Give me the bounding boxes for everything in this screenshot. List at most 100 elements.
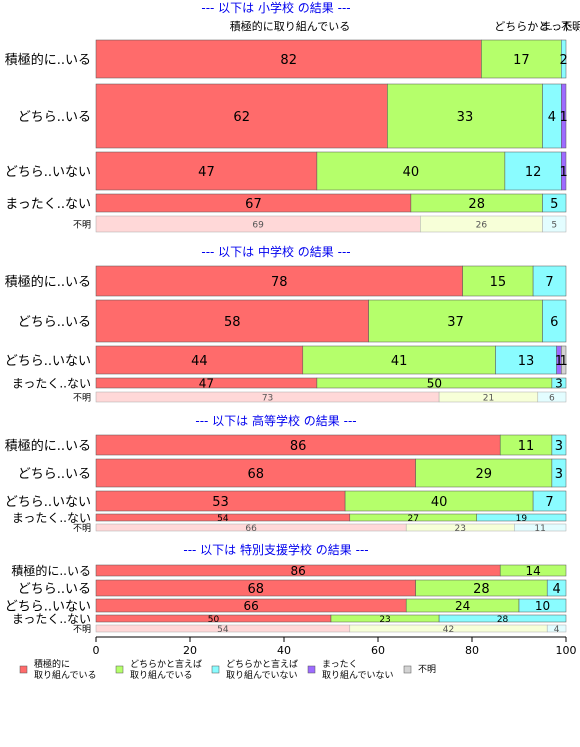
x-tick-label: 80: [465, 644, 479, 657]
row-label: 積極的に..いる: [5, 52, 91, 68]
data-label: 82: [280, 53, 297, 68]
row-label: 積極的に..いる: [5, 438, 91, 454]
x-tick-label: 60: [371, 644, 385, 657]
legend-swatch: [403, 665, 412, 674]
row-label: どちら..いない: [5, 495, 91, 510]
data-label: 3: [555, 467, 563, 482]
bar-row: どちら..いる 58 37 6: [18, 299, 567, 343]
data-label: 50: [427, 377, 442, 391]
bar-segment: [415, 458, 553, 488]
data-label: 2: [560, 53, 568, 68]
data-label: 23: [379, 615, 390, 625]
data-label: 1: [560, 165, 568, 180]
row-label: まったく..ない: [12, 612, 91, 626]
bar-row: まったく..ない 67 28 5: [5, 193, 567, 213]
x-tick-label: 0: [93, 644, 100, 657]
bar-segment: [302, 345, 496, 375]
data-label: 62: [233, 110, 250, 125]
legend-label: 不明: [418, 664, 436, 675]
panel-title: --- 以下は 小学校 の結果 ---: [201, 0, 350, 15]
data-label: 69: [252, 220, 264, 230]
data-label: 15: [490, 275, 507, 290]
bar-segment: [537, 391, 567, 403]
top-label-1: 積極的に取り組んでいる: [230, 19, 350, 33]
bar-segment: [387, 83, 543, 149]
bar-segment: [95, 83, 388, 149]
panel-3: --- 以下は 高等学校 の結果 ---積極的に..いる 86 11 3どちら..いる…: [5, 413, 567, 534]
data-label: 33: [457, 110, 474, 125]
legend-label: まったく: [322, 659, 358, 670]
bar-segment: [95, 299, 369, 343]
panel-4: --- 以下は 特別支援学校 の結果 ---積極的に..いる 86 14どちら..い…: [5, 542, 567, 635]
row-label: 不明: [73, 624, 91, 635]
panel-1: --- 以下は 小学校 の結果 --- 積極的に..いる 82 17 2 どちら..いる 6…: [5, 0, 568, 233]
x-tick-label: 20: [183, 644, 197, 657]
bar-segment: [95, 39, 482, 79]
legend-label: 取り組んでいない: [322, 669, 394, 681]
legend-label: どちらかと言えば: [130, 658, 202, 670]
bar-segment: [499, 564, 567, 577]
legend-label: 取り組んでいない: [226, 669, 298, 681]
bar-segment: [316, 151, 506, 191]
row-label: まったく..ない: [5, 197, 91, 212]
bar-segment: [514, 523, 567, 532]
top-label-2: どちらかと...: [494, 20, 560, 33]
bar-row: どちら..いる 62 33 4 1: [18, 83, 568, 149]
data-label: 23: [455, 524, 466, 534]
data-label: 19: [516, 514, 528, 524]
data-label: 24: [455, 599, 470, 613]
panel-title: --- 以下は 特別支援学校 の結果 ---: [183, 542, 368, 557]
data-label: 66: [245, 524, 257, 534]
data-label: 86: [290, 439, 307, 454]
data-label: 5: [550, 197, 558, 212]
bar-segment: [462, 265, 534, 297]
data-label: 28: [497, 615, 509, 625]
bar-segment: [95, 265, 463, 297]
data-label: 41: [391, 354, 408, 369]
data-label: 1: [555, 354, 563, 369]
bar-row: どちら..いない 66 24 10: [5, 598, 567, 614]
row-label: どちら..いる: [18, 315, 91, 330]
top-label-3: まった...: [540, 20, 580, 33]
data-label: 4: [552, 582, 560, 597]
row-label: どちら..いない: [5, 165, 91, 180]
bar-row: どちら..いない 53 40 7: [5, 490, 567, 512]
bar-row: まったく..ない 50 23 28: [12, 612, 567, 626]
data-label: 67: [245, 197, 262, 212]
bar-row: 積極的に..いる 86 11 3: [5, 434, 567, 456]
row-label: どちら..いない: [5, 354, 91, 369]
bar-row: 積極的に..いる 78 15 7: [5, 265, 567, 297]
plot-area: 積極的に取り組んでいる どちらかと...まった...不明--- 以下は 小学校 の…: [5, 0, 580, 635]
x-tick-label: 40: [277, 644, 291, 657]
legend-swatch: [115, 665, 124, 674]
bar-row: 不明 66 23 11: [73, 523, 567, 534]
data-label: 42: [443, 625, 454, 635]
bar-row: まったく..ない 54 27 19: [12, 511, 567, 525]
bar-segment: [551, 377, 567, 389]
data-label: 1: [560, 354, 568, 369]
bar-segment: [551, 434, 567, 456]
bar-segment: [561, 39, 567, 79]
legend-item-5: 不明: [403, 664, 436, 675]
row-label: 不明: [73, 219, 91, 230]
data-label: 10: [535, 599, 550, 613]
data-label: 68: [248, 582, 265, 597]
data-label: 54: [217, 514, 229, 524]
legend-swatch: [307, 665, 316, 674]
data-label: 5: [551, 220, 557, 230]
row-label: どちら..いる: [18, 467, 91, 482]
panel-2: --- 以下は 中学校 の結果 --- 積極的に..いる 78 15 7 どちら..いる 5…: [5, 244, 568, 403]
data-label: 17: [513, 53, 530, 68]
row-label: どちら..いない: [5, 599, 91, 614]
data-label: 54: [217, 625, 229, 635]
data-label: 28: [473, 582, 490, 597]
row-label: 積極的に..いる: [11, 563, 91, 578]
bar-row: どちら..いない 47 40 12 1: [5, 151, 568, 191]
legend: 積極的に取り組んでいるどちらかと言えば取り組んでいるどちらかと言えば取り組んでい…: [19, 658, 436, 681]
top-label-4: 不明: [561, 20, 580, 33]
data-label: 7: [545, 495, 553, 510]
data-label: 37: [447, 315, 464, 330]
data-label: 40: [403, 165, 420, 180]
data-label: 29: [475, 467, 492, 482]
bar-row: どちら..いる 68 29 3: [18, 458, 567, 488]
